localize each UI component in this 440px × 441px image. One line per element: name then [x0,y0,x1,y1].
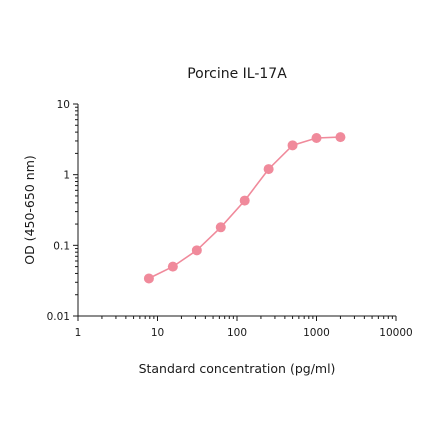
y-tick-label: 0.01 [47,311,70,323]
y-tick-label: 0.1 [53,240,70,252]
plot-area: 0.01 0.1 1 10 1 10 100 1000 10000 [47,99,413,339]
series-layer [143,132,346,284]
x-tick-label: 1 [75,327,82,339]
y-axis-label: OD (450-650 nm) [22,155,37,265]
data-point [143,273,154,284]
x-tick-label: 10 [151,327,164,339]
data-point [215,222,226,233]
data-point [287,140,298,151]
series-line [148,136,341,280]
data-point [167,261,178,272]
data-point [311,133,322,144]
x-tick-label: 1000 [303,327,330,339]
x-axis-ticks: 1 10 100 1000 10000 [75,316,413,339]
y-tick-label: 10 [57,99,70,111]
y-axis-ticks: 0.01 0.1 1 10 [47,99,78,323]
data-point [191,245,202,256]
y-tick-label: 1 [63,170,70,182]
data-point [335,132,346,143]
x-tick-label: 10000 [379,327,412,339]
x-axis-label: Standard concentration (pg/ml) [139,361,336,376]
data-point [239,195,250,206]
x-tick-label: 100 [227,327,247,339]
chart-title: Porcine IL-17A [187,66,287,82]
data-point [263,164,274,175]
